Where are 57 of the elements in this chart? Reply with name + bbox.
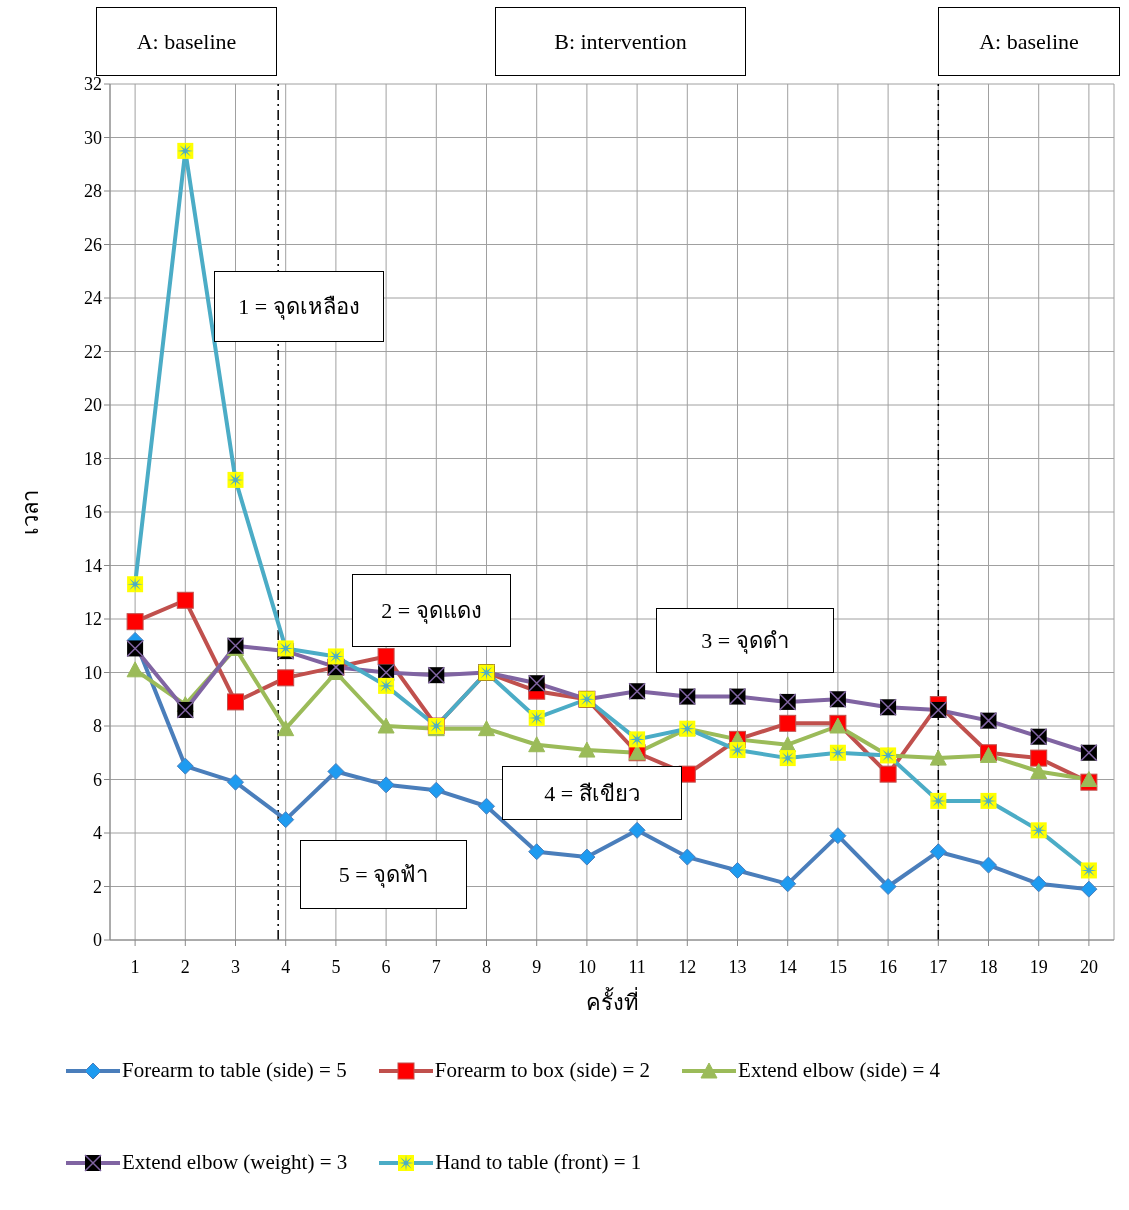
annotation: 5 = จุดฟ้า (338, 861, 429, 890)
legend-label: Extend elbow (side) = 4 (738, 1058, 941, 1083)
y-tick-label: 16 (84, 502, 102, 523)
x-tick-label: 20 (1079, 956, 1098, 977)
legend-label: Forearm to table (side) = 5 (122, 1058, 347, 1083)
x-tick-label: 10 (577, 956, 596, 977)
text-box: 2 = จุดแดง (352, 574, 511, 647)
x-tick-label: 14 (778, 956, 797, 977)
y-axis-title: เวลา (17, 489, 43, 535)
x-tick-label: 8 (482, 956, 491, 977)
legend-label: Extend elbow (weight) = 3 (122, 1150, 348, 1175)
text-box: 5 = จุดฟ้า (300, 840, 467, 909)
x-tick-label: 7 (431, 956, 441, 977)
y-tick-label: 22 (84, 341, 102, 362)
x-tick-label: 9 (532, 956, 542, 977)
annotation: 3 = จุดดำ (701, 627, 789, 656)
x-tick-label: 4 (281, 956, 291, 977)
x-tick-label: 11 (628, 956, 646, 977)
x-tick-label: 13 (728, 956, 747, 977)
y-tick-label: 6 (93, 769, 102, 790)
x-tick-label: 15 (828, 956, 847, 977)
x-tick-label: 16 (879, 956, 898, 977)
y-tick-label: 10 (84, 662, 102, 683)
y-tick-label: 32 (84, 74, 102, 95)
y-tick-label: 4 (93, 823, 102, 844)
text-box: 3 = จุดดำ (656, 608, 834, 673)
x-tick-label: 6 (381, 956, 391, 977)
legend-label: Hand to table (front) = 1 (435, 1150, 642, 1175)
text-box: 1 = จุดเหลือง (214, 271, 384, 342)
y-tick-label: 28 (84, 181, 102, 202)
legend-label: Forearm to box (side) = 2 (434, 1058, 651, 1083)
x-tick-label: 12 (678, 956, 697, 977)
y-tick-label: 18 (84, 448, 102, 469)
y-tick-label: 8 (93, 716, 102, 737)
y-tick-label: 14 (84, 555, 102, 576)
x-tick-label: 1 (130, 956, 140, 977)
x-tick-label: 3 (231, 956, 240, 977)
annotation: 2 = จุดแดง (381, 597, 482, 626)
text-box: A: baseline (938, 7, 1120, 76)
y-tick-label: 20 (84, 395, 102, 416)
x-tick-label: 18 (979, 956, 998, 977)
x-tick-label: 17 (929, 956, 948, 977)
text-box: A: baseline (96, 7, 277, 76)
text-box: B: intervention (495, 7, 746, 76)
y-tick-label: 0 (93, 930, 102, 951)
x-tick-label: 5 (331, 956, 341, 977)
y-tick-label: 26 (84, 234, 102, 255)
text-box: 4 = สีเขียว (502, 766, 682, 820)
x-tick-label: 19 (1029, 956, 1048, 977)
annotation: 1 = จุดเหลือง (238, 293, 360, 322)
y-tick-label: 24 (84, 288, 102, 309)
y-tick-label: 30 (84, 127, 102, 148)
y-tick-label: 2 (93, 876, 102, 897)
y-tick-label: 12 (84, 609, 102, 630)
annotation: 4 = สีเขียว (544, 779, 640, 808)
x-axis-title: ครั้งที่ (585, 987, 639, 1015)
x-tick-label: 2 (180, 956, 190, 977)
